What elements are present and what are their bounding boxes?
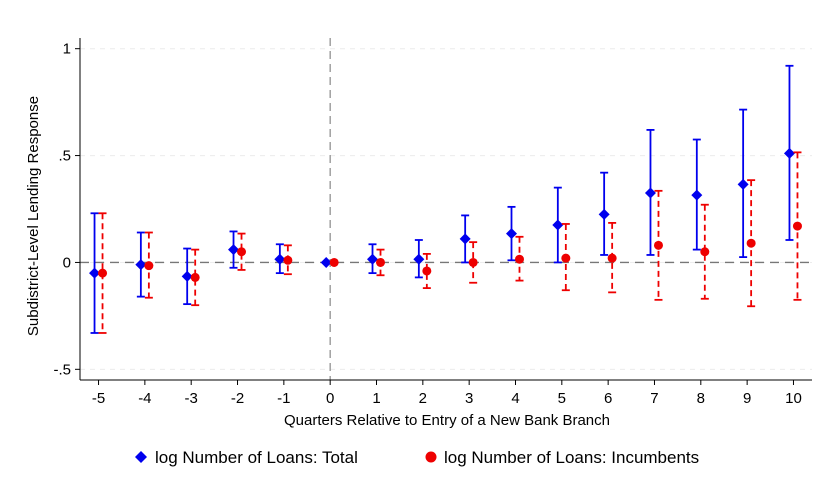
- legend-diamond-marker: [135, 451, 147, 463]
- x-tick-label: 1: [372, 390, 380, 407]
- data-point-total: [135, 259, 147, 271]
- data-point-total: [459, 233, 471, 245]
- data-point-total: [691, 189, 703, 201]
- data-point-incumbents: [144, 261, 154, 271]
- y-tick-label: 1: [63, 41, 71, 58]
- data-point-total: [320, 256, 332, 268]
- data-point-incumbents: [653, 240, 663, 250]
- data-point-total: [644, 187, 656, 199]
- data-point-total: [274, 253, 286, 265]
- legend-label-incumbents: log Number of Loans: Incumbents: [444, 448, 699, 467]
- data-point-total: [737, 178, 749, 190]
- x-axis-title: Quarters Relative to Entry of a New Bank…: [284, 412, 610, 429]
- data-point-incumbents: [98, 268, 108, 278]
- data-point-total: [552, 219, 564, 231]
- data-point-total: [367, 253, 379, 265]
- legend-item-incumbents: log Number of Loans: Incumbents: [425, 448, 699, 467]
- data-point-total: [181, 270, 193, 282]
- legend-label-total: log Number of Loans: Total: [155, 448, 358, 467]
- y-tick-label: 0: [63, 254, 71, 271]
- x-tick-label: 4: [511, 390, 519, 407]
- x-tick-label: -5: [92, 390, 105, 407]
- axes: -.5 0 .5 1 -5 -4 -3 -2 -1 0 1 2 3 4 5 6 7 8 9 10: [53, 38, 812, 407]
- data-point-total: [783, 147, 795, 159]
- x-tick-label: 10: [785, 390, 802, 407]
- y-tick-label: -.5: [53, 361, 71, 378]
- x-tick-label: 6: [604, 390, 612, 407]
- data-point-incumbents: [514, 254, 524, 264]
- x-tick-label: -2: [231, 390, 244, 407]
- data-point-incumbents: [468, 257, 478, 267]
- x-tick-label: 0: [326, 390, 334, 407]
- data-point-incumbents: [422, 266, 432, 276]
- data-point-total: [413, 253, 425, 265]
- data-point-incumbents: [607, 253, 617, 263]
- data-point-total: [505, 228, 517, 240]
- x-tick-label: 8: [697, 390, 705, 407]
- x-tick-label: -1: [277, 390, 290, 407]
- data-point-total: [89, 267, 101, 279]
- data-point-incumbents: [283, 255, 293, 265]
- y-tick-label: .5: [58, 148, 71, 165]
- data-point-incumbents: [329, 257, 339, 267]
- data-point-incumbents: [792, 221, 802, 231]
- reference-lines: [80, 38, 812, 380]
- data-point-total: [228, 244, 240, 256]
- x-tick-label: -4: [138, 390, 151, 407]
- x-tick-label: 9: [743, 390, 751, 407]
- y-axis-title: Subdistrict-Level Lending Response: [25, 96, 42, 336]
- data-point-incumbents: [700, 247, 710, 257]
- x-tick-label: 7: [650, 390, 658, 407]
- data-point-incumbents: [237, 247, 247, 257]
- x-tick-label: 3: [465, 390, 473, 407]
- data-point-incumbents: [190, 272, 200, 282]
- legend-item-total: log Number of Loans: Total: [135, 448, 358, 467]
- legend-circle-marker: [425, 451, 437, 463]
- x-tick-label: 5: [558, 390, 566, 407]
- data-point-incumbents: [376, 257, 386, 267]
- x-tick-label: 2: [419, 390, 427, 407]
- legend: log Number of Loans: Total log Number of…: [135, 448, 699, 467]
- data-point-total: [598, 208, 610, 220]
- data-point-incumbents: [561, 253, 571, 263]
- data-point-incumbents: [746, 238, 756, 248]
- x-tick-label: -3: [185, 390, 198, 407]
- data-marks: [89, 64, 802, 334]
